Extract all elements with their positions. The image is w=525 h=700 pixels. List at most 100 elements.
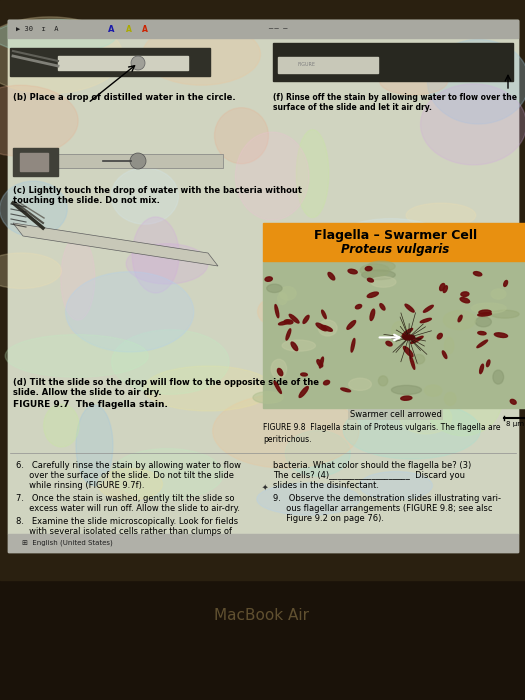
Text: Figure 9.2 on page 76).: Figure 9.2 on page 76).	[273, 514, 384, 523]
Ellipse shape	[316, 323, 327, 331]
Bar	[8, 20, 518, 38]
Ellipse shape	[299, 386, 308, 398]
Ellipse shape	[443, 351, 447, 358]
Text: (f) Rinse off the stain by allowing water to flow over the
surface of the slide : (f) Rinse off the stain by allowing wate…	[273, 93, 517, 113]
Ellipse shape	[258, 298, 291, 326]
Ellipse shape	[279, 321, 290, 325]
Text: 6.   Carefully rinse the stain by allowing water to flow: 6. Carefully rinse the stain by allowing…	[16, 461, 241, 470]
Ellipse shape	[380, 304, 385, 310]
Ellipse shape	[427, 39, 525, 124]
Ellipse shape	[285, 430, 350, 476]
Ellipse shape	[392, 321, 407, 340]
Ellipse shape	[401, 396, 412, 400]
Ellipse shape	[503, 281, 508, 286]
Ellipse shape	[424, 385, 442, 396]
Ellipse shape	[44, 404, 79, 447]
Ellipse shape	[392, 386, 422, 395]
Text: with several isolated cells rather than clumps of: with several isolated cells rather than …	[16, 527, 232, 536]
Ellipse shape	[430, 255, 475, 325]
Text: 8 μm: 8 μm	[506, 421, 524, 427]
Ellipse shape	[0, 20, 116, 53]
Ellipse shape	[5, 335, 148, 377]
Ellipse shape	[349, 378, 371, 391]
Ellipse shape	[437, 333, 442, 339]
Ellipse shape	[291, 342, 298, 351]
Ellipse shape	[341, 388, 351, 392]
Ellipse shape	[126, 244, 208, 284]
Ellipse shape	[360, 264, 390, 276]
Bar	[8, 20, 518, 552]
Text: ous flagellar arrangements (FIGURE 9.8; see alsc: ous flagellar arrangements (FIGURE 9.8; …	[273, 504, 492, 513]
Ellipse shape	[296, 130, 329, 218]
Ellipse shape	[423, 363, 502, 436]
Ellipse shape	[443, 311, 476, 330]
Text: (c) Lightly touch the drop of water with the bacteria without
touching the slide: (c) Lightly touch the drop of water with…	[13, 186, 302, 205]
Text: FIGURE 9.7  The flagella stain.: FIGURE 9.7 The flagella stain.	[13, 400, 168, 409]
Circle shape	[130, 153, 146, 169]
Text: Swarmer cell arrowed: Swarmer cell arrowed	[350, 410, 442, 419]
Ellipse shape	[286, 329, 291, 340]
Ellipse shape	[271, 359, 287, 379]
Ellipse shape	[61, 237, 95, 320]
Ellipse shape	[380, 67, 448, 95]
Text: ✦: ✦	[262, 483, 268, 492]
Ellipse shape	[402, 328, 413, 336]
Ellipse shape	[323, 380, 330, 385]
Ellipse shape	[491, 289, 506, 299]
Ellipse shape	[343, 401, 480, 459]
Ellipse shape	[143, 23, 260, 85]
Ellipse shape	[413, 354, 425, 364]
Text: A: A	[108, 25, 114, 34]
Text: Proteus vulgaris: Proteus vulgaris	[341, 242, 449, 256]
Bar	[273, 43, 513, 81]
Ellipse shape	[328, 272, 335, 280]
Ellipse shape	[215, 108, 268, 164]
Bar	[263, 261, 525, 408]
Ellipse shape	[275, 304, 279, 318]
Ellipse shape	[471, 303, 506, 314]
Text: FIGURE: FIGURE	[298, 62, 316, 67]
Ellipse shape	[355, 304, 362, 309]
Bar	[10, 48, 210, 76]
Text: A: A	[142, 25, 148, 34]
Bar	[38, 154, 223, 168]
Ellipse shape	[213, 394, 359, 468]
Ellipse shape	[317, 360, 323, 367]
Bar	[20, 153, 48, 171]
Bar	[13, 148, 58, 176]
Ellipse shape	[370, 309, 375, 321]
Text: A: A	[126, 25, 132, 34]
Ellipse shape	[493, 370, 503, 384]
Ellipse shape	[265, 277, 272, 281]
Text: ▶ 30  ɪ  A: ▶ 30 ɪ A	[16, 26, 58, 32]
Ellipse shape	[445, 392, 456, 405]
Ellipse shape	[474, 272, 482, 276]
Ellipse shape	[510, 400, 516, 404]
Ellipse shape	[421, 84, 525, 165]
Ellipse shape	[0, 85, 78, 156]
Bar	[263, 223, 525, 261]
Text: ─ ─  ─: ─ ─ ─	[268, 26, 288, 32]
Ellipse shape	[368, 261, 395, 272]
Ellipse shape	[478, 332, 486, 335]
Bar	[58, 56, 188, 70]
Ellipse shape	[253, 391, 284, 403]
Bar	[8, 20, 518, 534]
Ellipse shape	[330, 218, 452, 273]
Text: over the surface of the slide. Do not tilt the slide: over the surface of the slide. Do not ti…	[16, 471, 234, 480]
Ellipse shape	[274, 382, 281, 393]
Ellipse shape	[267, 284, 282, 293]
Ellipse shape	[403, 346, 413, 357]
Ellipse shape	[277, 368, 283, 376]
Text: Flagella – Swarmer Cell: Flagella – Swarmer Cell	[314, 228, 477, 242]
Ellipse shape	[318, 320, 337, 336]
Text: (b) Place a drop of distilled water in the circle.: (b) Place a drop of distilled water in t…	[13, 93, 236, 102]
Ellipse shape	[319, 357, 323, 368]
Ellipse shape	[379, 376, 388, 386]
Ellipse shape	[478, 313, 491, 316]
Ellipse shape	[0, 253, 61, 288]
Ellipse shape	[365, 267, 372, 271]
Text: bacteria. What color should the flagella be? (3): bacteria. What color should the flagella…	[273, 461, 471, 470]
Ellipse shape	[406, 203, 476, 228]
Ellipse shape	[371, 276, 396, 287]
